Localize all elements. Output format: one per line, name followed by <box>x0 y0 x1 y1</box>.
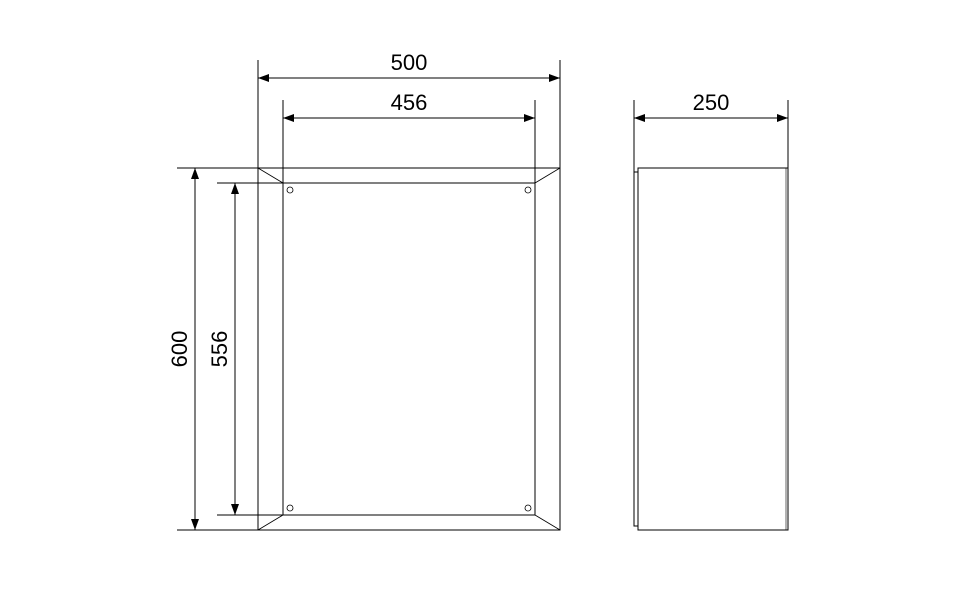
side-door-edge <box>634 172 638 526</box>
dim-width-inner: 456 <box>283 90 535 183</box>
dim-width-inner-label: 456 <box>391 90 428 115</box>
dimensions: 500 456 250 600 556 <box>167 50 788 530</box>
dim-depth: 250 <box>634 90 788 172</box>
dim-depth-label: 250 <box>693 90 730 115</box>
front-outer-rect <box>258 168 560 530</box>
side-view <box>634 168 788 530</box>
screw-holes <box>287 187 531 511</box>
front-inner-rect <box>283 183 535 515</box>
technical-drawing: 500 456 250 600 556 <box>0 0 976 600</box>
dim-height-outer-label: 600 <box>167 331 192 368</box>
side-body-rect <box>638 168 788 530</box>
dim-width-outer-label: 500 <box>391 50 428 75</box>
front-view <box>258 168 560 530</box>
dim-height-inner-label: 556 <box>207 331 232 368</box>
dim-height-inner: 556 <box>207 183 283 515</box>
